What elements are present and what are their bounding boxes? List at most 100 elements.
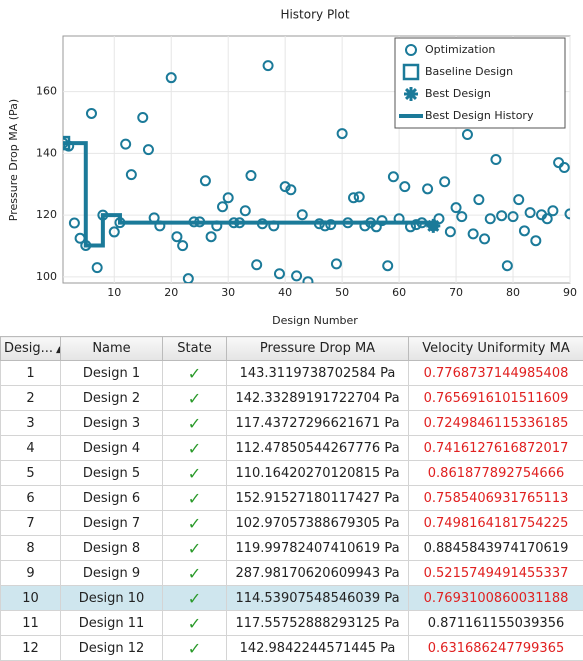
design-table: Desig...▲ Name State Pressure Drop MA Veloci…: [0, 336, 583, 661]
column-header-text: State: [177, 341, 211, 356]
column-header-text: Velocity Uniformity MA: [422, 341, 569, 356]
table-cell: Design 8: [61, 536, 163, 561]
table-cell: 10: [1, 586, 61, 611]
table-cell: 119.99782407410619 Pa: [227, 536, 409, 561]
table-cell: 0.7585406931765113: [409, 486, 583, 511]
y-tick-label: 140: [36, 146, 57, 159]
table-cell: Design 12: [61, 636, 163, 661]
table-cell: Design 11: [61, 611, 163, 636]
y-axis-label: Pressure Drop MA (Pa): [7, 99, 20, 221]
table-cell: 11: [1, 611, 61, 636]
table-cell: 4: [1, 436, 61, 461]
table-cell: 0.7498164181754225: [409, 511, 583, 536]
legend-label: Best Design History: [425, 109, 534, 122]
column-header-text: Name: [92, 341, 130, 356]
table-cell: 143.3119738702584 Pa: [227, 361, 409, 386]
state-cell: ✓: [163, 561, 227, 586]
column-header[interactable]: Pressure Drop MA: [227, 337, 409, 361]
legend-label: Best Design: [425, 87, 491, 100]
table-cell: 1: [1, 361, 61, 386]
table-cell: 0.7693100860031188: [409, 586, 583, 611]
y-tick-label: 120: [36, 208, 57, 221]
table-cell: 0.7249846115336185: [409, 411, 583, 436]
check-icon: ✓: [188, 464, 201, 483]
check-icon: ✓: [188, 514, 201, 533]
table-cell: 117.55752888293125 Pa: [227, 611, 409, 636]
state-cell: ✓: [163, 461, 227, 486]
sort-indicator: ▲: [56, 345, 60, 355]
table-cell: 287.98170620609943 Pa: [227, 561, 409, 586]
star-marker: [426, 219, 440, 233]
table-cell: 9: [1, 561, 61, 586]
table-cell: 112.47850544267776 Pa: [227, 436, 409, 461]
state-cell: ✓: [163, 361, 227, 386]
table-cell: 7: [1, 511, 61, 536]
x-tick-label: 70: [449, 286, 463, 299]
column-header[interactable]: State: [163, 337, 227, 361]
column-header[interactable]: Velocity Uniformity MA: [409, 337, 583, 361]
state-cell: ✓: [163, 636, 227, 661]
table-cell: 0.871161155039356: [409, 611, 583, 636]
state-cell: ✓: [163, 436, 227, 461]
check-icon: ✓: [188, 489, 201, 508]
chart-title: History Plot: [280, 8, 349, 22]
table-cell: 142.9842244571445 Pa: [227, 636, 409, 661]
history-plot: History Plot Design Number Pressure Drop…: [0, 0, 583, 334]
table-cell: Design 7: [61, 511, 163, 536]
table-cell: 3: [1, 411, 61, 436]
column-header-text: Desig...: [4, 341, 53, 356]
table-cell: Design 3: [61, 411, 163, 436]
table-cell: 0.861877892754666: [409, 461, 583, 486]
check-icon: ✓: [188, 614, 201, 633]
table-cell: Design 4: [61, 436, 163, 461]
check-icon: ✓: [188, 639, 201, 658]
state-cell: ✓: [163, 511, 227, 536]
state-cell: ✓: [163, 386, 227, 411]
state-cell: ✓: [163, 536, 227, 561]
table-cell: Design 1: [61, 361, 163, 386]
legend-label: Baseline Design: [425, 65, 513, 78]
state-cell: ✓: [163, 411, 227, 436]
column-header-text: Pressure Drop MA: [260, 341, 375, 356]
check-icon: ✓: [188, 364, 201, 383]
table-cell: 6: [1, 486, 61, 511]
x-tick-label: 20: [164, 286, 178, 299]
check-icon: ✓: [188, 564, 201, 583]
table-cell: 0.7768737144985408: [409, 361, 583, 386]
table-cell: 5: [1, 461, 61, 486]
column-header[interactable]: Desig...▲: [1, 337, 61, 361]
column-header[interactable]: Name: [61, 337, 163, 361]
table-cell: 117.43727296621671 Pa: [227, 411, 409, 436]
table-cell: 0.8845843974170619: [409, 536, 583, 561]
table-cell: Design 6: [61, 486, 163, 511]
check-icon: ✓: [188, 439, 201, 458]
y-tick-label: 160: [36, 85, 57, 98]
y-tick-label: 100: [36, 270, 57, 283]
table-cell: 114.53907548546039 Pa: [227, 586, 409, 611]
check-icon: ✓: [188, 414, 201, 433]
table-cell: 12: [1, 636, 61, 661]
state-cell: ✓: [163, 486, 227, 511]
legend-label: Optimization: [425, 43, 495, 56]
table-cell: Design 9: [61, 561, 163, 586]
star-marker: [404, 87, 418, 101]
table-cell: 110.16420270120815 Pa: [227, 461, 409, 486]
x-axis-label: Design Number: [272, 314, 358, 327]
x-tick-label: 10: [107, 286, 121, 299]
table-cell: 102.97057388679305 Pa: [227, 511, 409, 536]
x-tick-label: 90: [563, 286, 577, 299]
table-cell: 0.7656916101511609: [409, 386, 583, 411]
